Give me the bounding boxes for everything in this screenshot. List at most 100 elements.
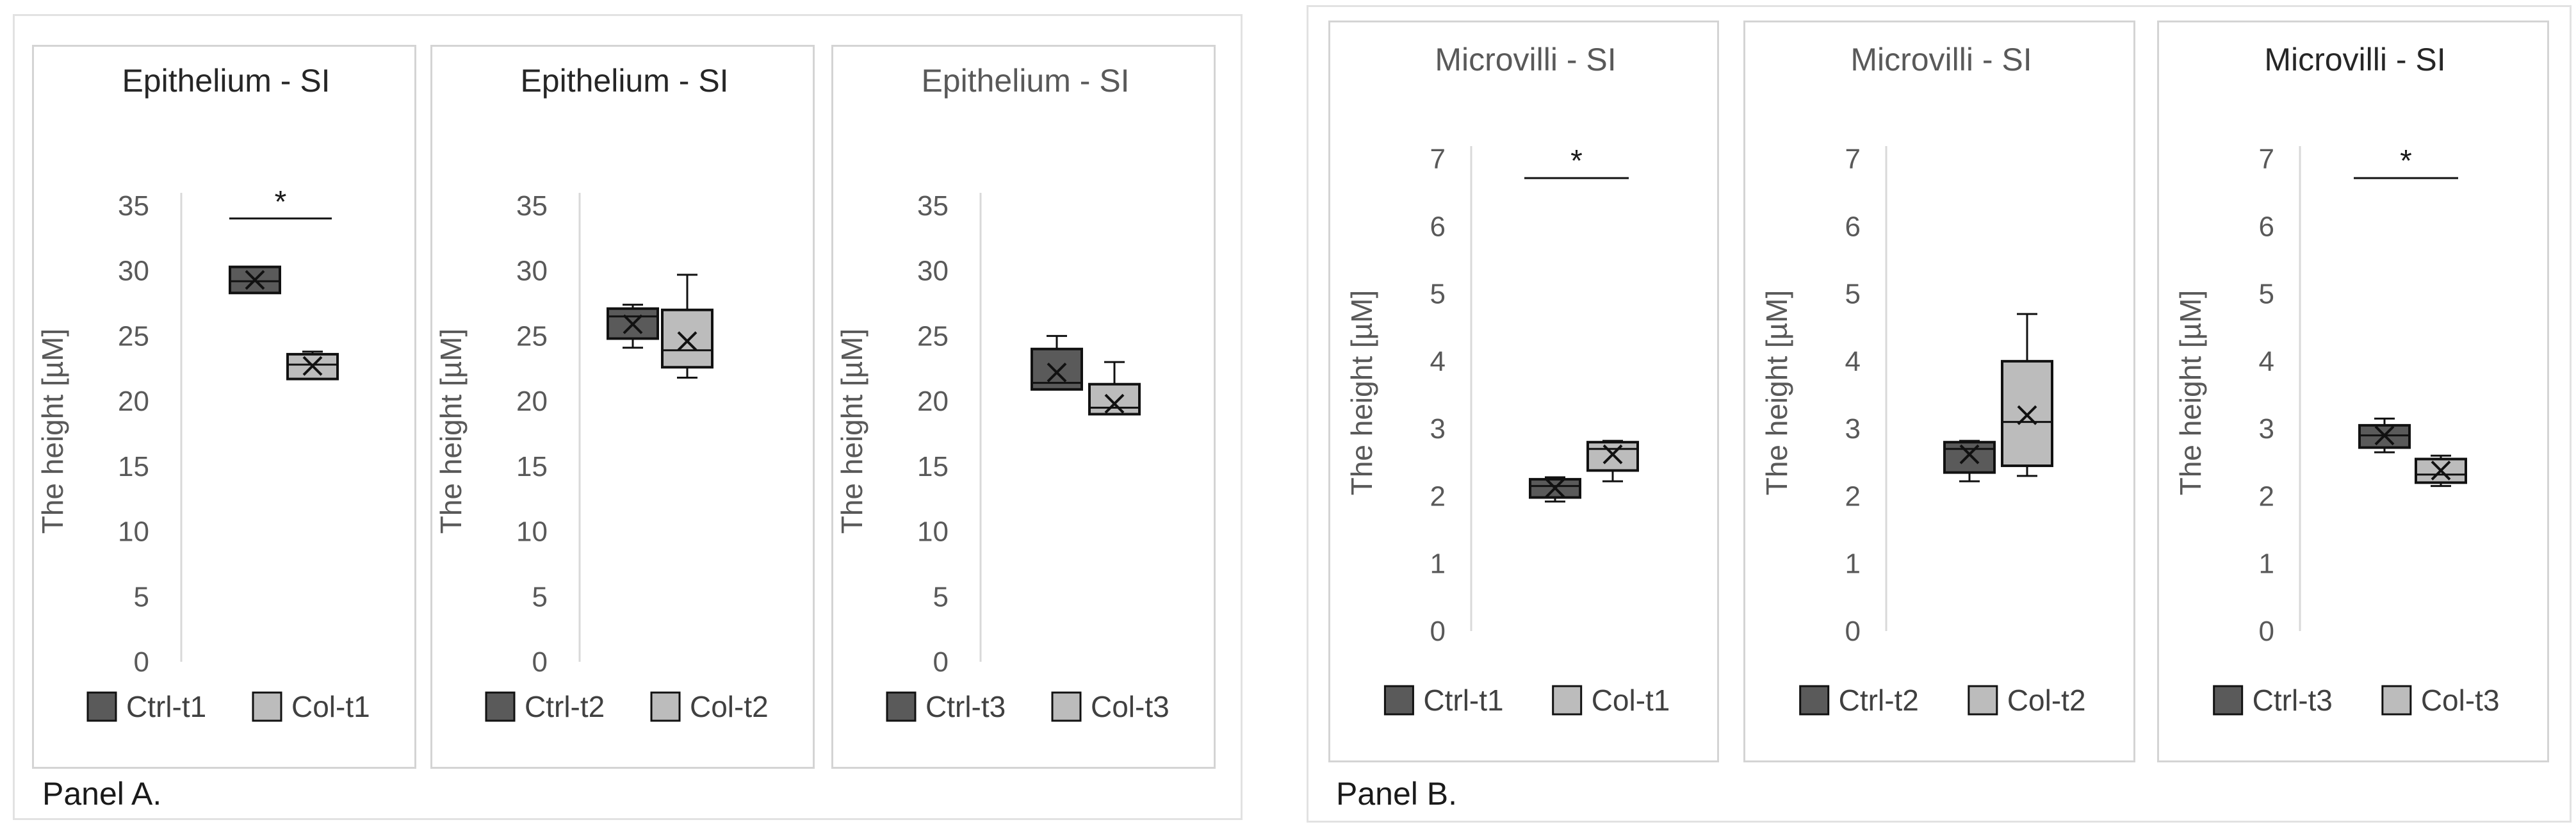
y-tick-label: 1 [1430,548,1446,580]
panel-b-label: Panel B. [1336,776,1458,812]
y-tick-label: 6 [1845,211,1861,242]
y-tick-label: 4 [2259,346,2274,377]
boxplot-col-t1 [286,350,339,381]
y-tick-label: 7 [1430,144,1446,175]
legend-swatch [650,691,681,722]
y-tick-label: 5 [2259,279,2274,310]
legend-swatch [1051,691,1082,722]
legend-label: Ctrl-t1 [1423,684,1503,717]
box-iqr [1088,382,1141,416]
mean-marker [1047,362,1067,382]
y-tick-label: 5 [1430,279,1446,310]
legend-swatch [1383,685,1414,716]
y-tick-label: 10 [516,516,548,548]
chart-frame-3: Epithelium - SI 35 30 25 20 15 10 5 0 The height … [831,45,1216,769]
y-axis-label: The height [µM] [36,329,69,534]
y-tick-label: 25 [516,320,548,352]
y-tick-label: 25 [917,320,949,352]
y-tick-label: 10 [917,516,949,548]
y-tick-label: 2 [2259,480,2274,512]
boxplot-ctrl-t2 [1943,439,1996,482]
legend-swatch [86,691,117,722]
y-tick-label: 20 [516,386,548,417]
y-tick-label: 0 [1430,616,1446,647]
legend-label: Col-t1 [1592,684,1670,717]
legend-swatch [1552,685,1583,716]
legend-label: Col-t2 [690,690,769,723]
y-tick-label: 3 [1845,413,1861,445]
y-axis-label: The height [µM] [1760,290,1793,496]
y-tick-label: 20 [917,386,949,417]
legend-label: Ctrl-t2 [1839,684,1919,717]
y-tick-label: 3 [1430,413,1446,445]
chart-title: Epithelium - SI [921,63,1129,99]
y-tick-label: 15 [118,451,149,482]
y-tick-label: 2 [1845,480,1861,512]
chart-title: Epithelium - SI [520,63,728,99]
chart-svg-3: Epithelium - SI 35 30 25 20 15 10 5 0 The height … [835,63,1170,723]
significance-star: * [1570,144,1583,178]
y-axis-label: The height [µM] [2174,290,2207,496]
chart-frame-2: Epithelium - SI 35 30 25 20 15 10 5 0 The height … [430,45,815,769]
y-axis-label: The height [µM] [835,329,868,534]
y-tick-label: 0 [532,646,548,678]
boxplot-ctrl-t1 [229,265,281,295]
y-tick-label: 3 [2259,413,2274,445]
legend-label: Ctrl-t2 [525,690,605,723]
mean-marker [245,270,265,290]
chart-title: Microvilli - SI [1435,42,1616,78]
boxplot-ctrl-t3 [2358,417,2411,454]
legend-label: Ctrl-t1 [126,690,206,723]
y-tick-label: 35 [516,190,548,222]
y-tick-label: 6 [1430,211,1446,242]
mean-marker [623,314,643,334]
y-tick-label: 5 [134,581,149,612]
panel-a-label: Panel A. [42,776,162,812]
chart-title: Epithelium - SI [122,63,330,99]
legend-label: Col-t3 [1091,690,1170,723]
y-axis-label: The height [µM] [1345,290,1378,496]
chart-frame-6: Microvilli - SI 7 6 5 4 3 2 1 0 The height [µM] * C… [2157,21,2549,762]
boxplot-col-t2 [2001,313,2053,477]
legend-label: Ctrl-t3 [925,690,1006,723]
y-tick-label: 0 [933,646,949,678]
significance-star: * [275,185,287,219]
y-tick-label: 0 [1845,616,1861,647]
y-tick-label: 1 [2259,548,2274,580]
y-tick-label: 30 [118,256,149,287]
legend-swatch [1799,685,1830,716]
y-tick-label: 5 [532,581,548,612]
y-axis-label: The height [µM] [434,329,468,534]
y-tick-label: 25 [118,320,149,352]
y-tick-label: 35 [118,190,149,222]
mean-marker [677,331,697,351]
chart-svg-1: Epithelium - SI 35 30 25 20 15 10 5 0 The height … [36,63,370,723]
box-iqr [1586,441,1639,472]
legend-label: Col-t2 [2007,684,2086,717]
boxplot-col-t2 [661,274,713,379]
chart-svg-2: Epithelium - SI 35 30 25 20 15 10 5 0 The height … [434,63,769,723]
box-iqr [1943,441,1996,474]
legend-label: Col-t1 [291,690,370,723]
mean-marker [2017,405,2037,425]
y-tick-label: 7 [1845,144,1861,175]
legend-label: Col-t3 [2421,684,2500,717]
legend-swatch [886,691,917,722]
y-tick-label: 1 [1845,548,1861,580]
chart-frame-1: Epithelium - SI 35 30 25 20 15 10 5 0 The height … [32,45,416,769]
y-tick-label: 10 [118,516,149,548]
mean-marker [302,356,323,376]
y-tick-label: 4 [1845,346,1861,377]
y-tick-label: 15 [917,451,949,482]
y-tick-label: 0 [2259,616,2274,647]
y-tick-label: 5 [933,581,949,612]
legend-label: Ctrl-t3 [2253,684,2333,717]
chart-svg-4: Microvilli - SI 7 6 5 4 3 2 1 0 The height [µM] * C… [1345,42,1670,717]
mean-marker [2431,461,2451,480]
box-iqr [661,308,713,369]
legend-swatch [2381,685,2412,716]
y-tick-label: 2 [1430,480,1446,512]
mean-marker [1104,393,1125,414]
y-tick-label: 30 [917,256,949,287]
legend-swatch [1968,685,1998,716]
